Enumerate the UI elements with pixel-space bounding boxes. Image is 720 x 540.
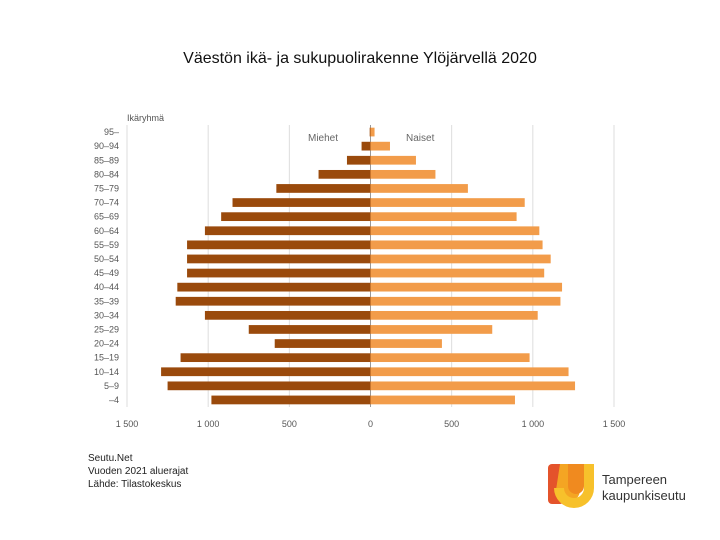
bar-women (370, 169, 436, 179)
bar-men (187, 268, 371, 278)
y-tick-label: 35–39 (94, 296, 119, 306)
population-pyramid-chart: 95– 90–94 85–89 80–84 75–79 70–74 65–69 60–64 55… (94, 113, 626, 429)
bar-men (177, 282, 371, 292)
bar-men (361, 141, 371, 151)
y-tick-label: 80–84 (94, 169, 119, 179)
y-tick-label: 20–24 (94, 339, 119, 349)
legend-women: Naiset (406, 133, 435, 144)
bar-women (370, 127, 375, 137)
source-line: Lähde: Tilastokeskus (88, 479, 182, 490)
y-tick-label: 90–94 (94, 141, 119, 151)
bar-women (370, 296, 561, 306)
bar-men (276, 184, 371, 193)
y-tick-label: –4 (109, 395, 119, 405)
bar-men (369, 127, 371, 137)
bar-women (370, 254, 551, 264)
y-tick-label: 30–34 (94, 310, 119, 320)
y-tick-label: 85–89 (94, 155, 119, 165)
bar-men (167, 381, 371, 391)
bar-men (180, 353, 371, 363)
bar-women (370, 212, 517, 222)
x-tick-label: 0 (368, 419, 373, 429)
bar-men (175, 296, 371, 306)
x-tick-label: 1 500 (116, 419, 139, 429)
logo-line: Tampereen (602, 472, 668, 487)
bar-women (370, 226, 540, 236)
bars (161, 127, 576, 405)
source-line: Vuoden 2021 aluerajat (88, 466, 189, 477)
bar-men (232, 198, 371, 207)
logo-mark-icon (548, 464, 594, 508)
bar-women (370, 268, 545, 278)
y-tick-label: 10–14 (94, 367, 119, 377)
logo-line: kaupunkiseutu (602, 488, 686, 503)
bar-women (370, 282, 563, 292)
legend-men: Miehet (308, 133, 338, 144)
source-line: Seutu.Net (88, 453, 133, 464)
bar-men (204, 310, 371, 320)
bar-men (248, 325, 371, 334)
bar-men (187, 240, 371, 250)
bar-men (346, 155, 371, 165)
bar-women (370, 353, 530, 363)
grid (126, 125, 615, 407)
chart-title: Väestön ikä- ja sukupuolirakenne Ylöjärv… (183, 50, 537, 67)
bar-men (204, 226, 371, 236)
y-tick-label: 15–19 (94, 353, 119, 363)
y-tick-label: 60–64 (94, 226, 119, 236)
bar-women (370, 395, 515, 405)
x-tick-label: 1 500 (603, 419, 626, 429)
x-tick-label: 1 000 (522, 419, 545, 429)
bar-men (211, 395, 371, 405)
bar-women (370, 240, 543, 250)
y-tick-label: 25–29 (94, 324, 119, 334)
x-tick-label: 500 (444, 419, 459, 429)
bar-women (370, 198, 525, 207)
bar-men (187, 254, 371, 264)
x-tick-label: 1 000 (197, 419, 220, 429)
tampereen-kaupunkiseutu-logo: Tampereen kaupunkiseutu (546, 460, 706, 520)
y-tick-label: 50–54 (94, 254, 119, 264)
y-tick-label: 65–69 (94, 212, 119, 222)
bar-women (370, 310, 538, 320)
bar-women (370, 325, 493, 334)
x-tick-labels: 1 500 1 000 500 0 500 1 000 1 500 (116, 419, 626, 429)
bar-women (370, 367, 569, 377)
y-tick-label: 75–79 (94, 183, 119, 193)
y-tick-label: 95– (104, 127, 119, 137)
bar-women (370, 184, 468, 193)
y-axis-label: Ikäryhmä (127, 113, 164, 123)
bar-women (370, 141, 390, 151)
bar-men (221, 212, 371, 222)
source-note: Seutu.Net Vuoden 2021 aluerajat Lähde: T… (88, 452, 188, 491)
bar-men (161, 367, 371, 377)
y-tick-label: 5–9 (104, 381, 119, 391)
bar-men (274, 339, 371, 348)
bar-women (370, 155, 416, 165)
y-tick-labels: 95– 90–94 85–89 80–84 75–79 70–74 65–69 60–64 55… (94, 127, 119, 405)
y-tick-label: 40–44 (94, 282, 119, 292)
bar-women (370, 339, 442, 348)
bar-men (318, 169, 371, 179)
y-tick-label: 45–49 (94, 268, 119, 278)
y-tick-label: 70–74 (94, 198, 119, 208)
y-tick-label: 55–59 (94, 240, 119, 250)
x-tick-label: 500 (282, 419, 297, 429)
bar-women (370, 381, 576, 391)
